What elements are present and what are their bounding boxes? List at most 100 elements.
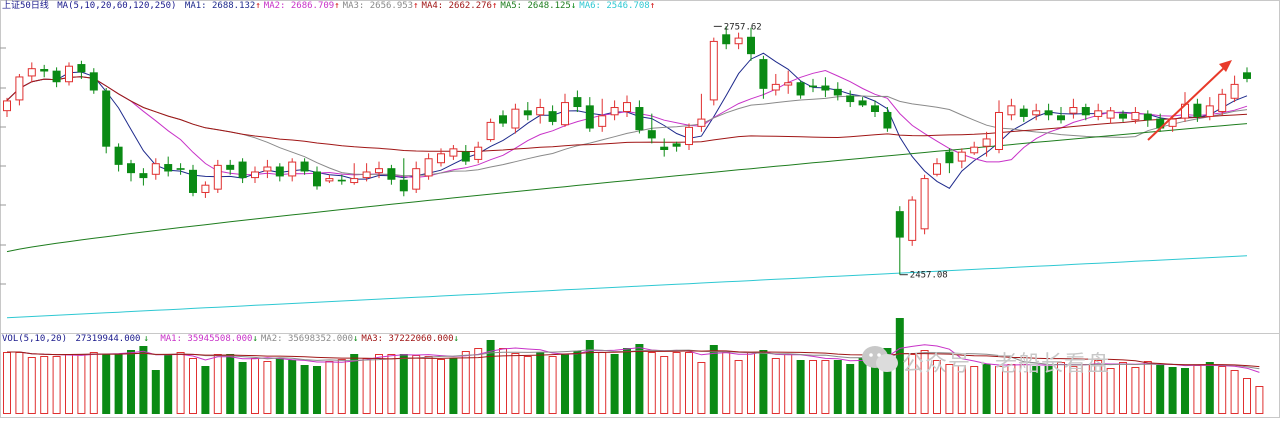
candle-body [635,107,644,131]
candle [672,141,681,152]
candle [238,158,247,184]
candle [1007,98,1016,121]
candle [449,145,458,160]
candle-body [895,211,904,238]
candle-body [536,107,545,116]
volume-bar [908,354,917,414]
candle [685,123,693,150]
volume-arrow: ↓ [143,334,149,344]
trend-arrow-head [1219,60,1232,72]
candle-body [685,126,693,146]
volume-bar [1205,362,1214,414]
candle-body [3,100,11,112]
candle-body [982,138,991,147]
candle-body [809,85,817,88]
candle-body [623,102,631,112]
candle [598,98,607,132]
candle [499,110,507,127]
candle [1081,103,1090,121]
candle [784,70,793,94]
volume-bar [858,358,867,414]
volume-bar [945,364,954,414]
candle-body [1019,108,1028,117]
candle-body [461,151,470,162]
candle [1119,110,1127,122]
chart-title: 上证50日线 [2,1,49,11]
candle [536,98,545,124]
volume-bar [1143,361,1152,414]
candle-body [350,178,359,184]
candle [957,148,966,169]
candle [982,131,991,157]
candle [3,97,11,117]
volume-bar [685,352,693,414]
volume-bar [114,354,123,414]
candle [337,174,346,185]
candle [65,62,73,86]
candle-body [114,146,123,165]
volume-bar [15,352,24,414]
candle-body [65,65,73,83]
candle-body [424,158,433,177]
ma-line-3 [6,76,1248,177]
candle-body [412,168,421,190]
candle-body [1143,113,1152,121]
candle-body [164,164,173,172]
candle-body [672,143,681,147]
candle [833,82,842,101]
candle-body [598,115,607,127]
volume-bar [164,354,173,414]
candle [846,90,855,108]
candle-body [325,178,334,182]
ma-legend-arrow-2: ↑ [334,1,340,11]
candle-body [871,105,879,112]
volume-bar [1243,378,1251,414]
candle-body [399,179,408,192]
candle-body [660,146,669,150]
volume-bar [573,351,582,414]
volume-bar [1255,386,1264,414]
vol-ma-legend-arrow-3: ↓ [453,334,459,344]
ma-legend-4: MA4: 2662.276↑ [421,1,498,11]
candle [796,80,805,99]
candle-body [722,34,731,45]
volume-bar [1094,360,1103,414]
candle [399,158,408,197]
volume-bar [350,354,359,414]
candle [933,158,941,177]
volume-bar [176,352,185,414]
candle [375,161,383,179]
volume-label: VOL(5,10,20) [2,334,68,344]
candle-body [226,164,235,170]
volume-bar [3,352,11,414]
candle-body [833,88,842,96]
candle [623,95,631,117]
candle [858,97,867,108]
candle [151,158,160,180]
candle [77,60,86,79]
candle-body [1119,113,1127,119]
candle-body [437,153,445,164]
candle-body [375,168,383,174]
candle [40,64,49,78]
ma-line-4 [6,76,1248,153]
trend-arrow-shaft [1147,65,1227,141]
candle-body [945,151,954,164]
candle-body [288,161,297,177]
candle-body [647,130,656,139]
volume-bar [102,354,111,414]
volume-bar [747,352,755,414]
volume-bar [300,365,309,414]
volume-value-number: 27319944.000 [75,334,141,344]
candle-body [127,163,135,174]
candle [945,148,954,174]
volume-bar [263,361,272,414]
volume-bar [1057,362,1065,414]
volume-bar [1193,365,1202,414]
candle-body [548,111,557,122]
candle [275,163,284,182]
volume-bar [251,358,259,414]
vol-ma-legend-arrow-2: ↓ [353,334,359,344]
volume-bar [933,360,941,414]
volume-bar [1069,366,1078,414]
